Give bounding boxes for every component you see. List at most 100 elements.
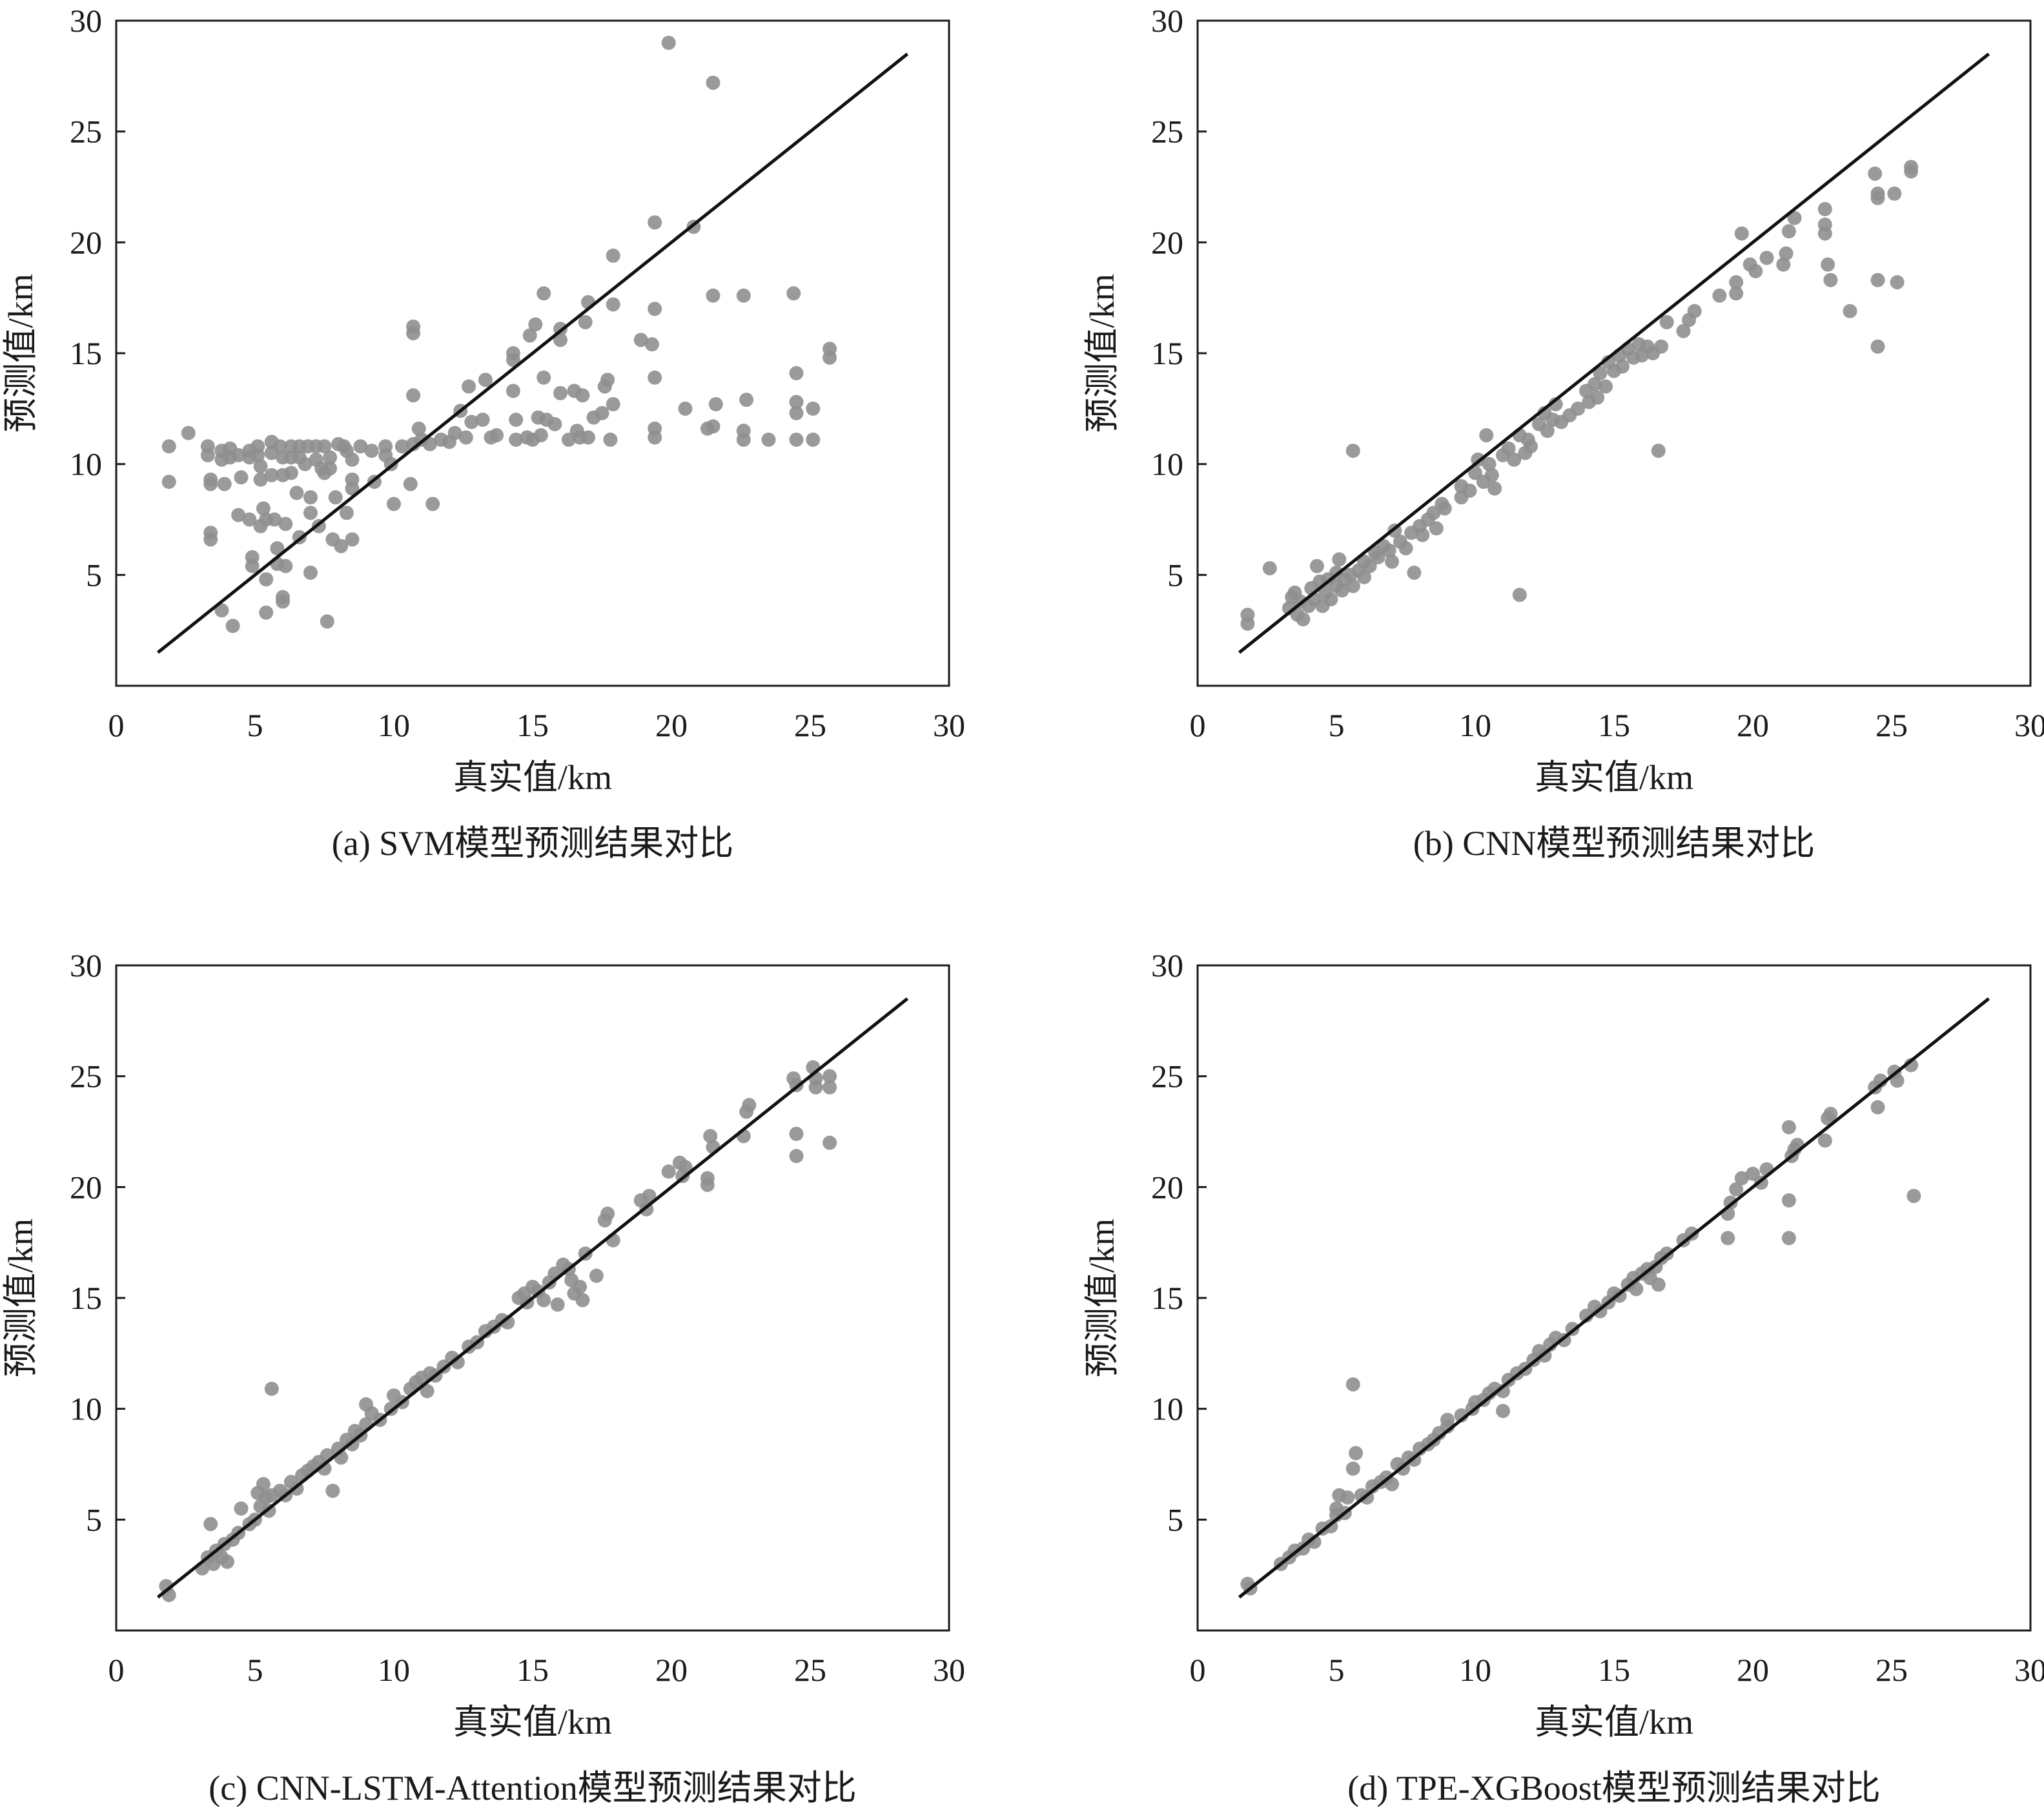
scatter-point: [1524, 439, 1538, 454]
x-axis-title: 真实值/km: [453, 1703, 612, 1742]
scatter-point: [1676, 324, 1691, 338]
scatter-point: [203, 532, 218, 547]
scatter-point: [475, 413, 490, 427]
scatter-point: [648, 215, 662, 230]
scatter-point: [1654, 339, 1669, 354]
scatter-point: [303, 565, 318, 580]
y-tick-label: 25: [70, 114, 102, 150]
scatter-point: [245, 559, 260, 573]
y-tick-label: 25: [70, 1058, 102, 1095]
scatter-point: [345, 532, 360, 547]
scatter-point: [642, 1189, 657, 1204]
scatter-point: [339, 506, 354, 520]
scatter-point: [267, 512, 282, 527]
x-tick-label: 10: [1459, 707, 1491, 743]
scatter-point: [823, 1069, 837, 1084]
x-tick-label: 0: [108, 707, 125, 743]
scatter-point: [161, 439, 176, 454]
scatter-point: [1642, 1271, 1657, 1286]
scatter-point: [1426, 506, 1441, 520]
scatter-point: [1590, 390, 1605, 405]
scatter-point: [283, 466, 298, 480]
scatter-point: [1868, 166, 1883, 181]
x-tick-label: 10: [1459, 1652, 1491, 1688]
scatter-point: [1781, 1231, 1796, 1246]
scatter-point: [1659, 314, 1674, 329]
x-tick-label: 30: [933, 707, 965, 743]
scatter-point: [1345, 579, 1360, 593]
scatter-point: [1615, 359, 1630, 374]
scatter-point: [575, 1293, 590, 1308]
scatter-point: [573, 1279, 588, 1294]
scatter-point: [253, 472, 268, 487]
scatter-point: [1385, 554, 1399, 569]
y-tick-label: 30: [70, 947, 102, 983]
scatter-point: [1296, 612, 1311, 626]
scatter-point: [606, 396, 620, 411]
scatter-point: [786, 286, 801, 301]
scatter-point: [1787, 211, 1802, 225]
scatter-point: [600, 373, 615, 387]
scatter-point: [823, 1080, 837, 1095]
scatter-point: [1721, 1231, 1735, 1246]
scatter-point: [1540, 424, 1555, 438]
scatter-point: [1437, 501, 1452, 516]
scatter-point: [364, 444, 379, 458]
y-tick-label: 30: [1151, 3, 1183, 39]
scatter-point: [489, 428, 504, 443]
panel-d: 5 10 15 20 25 30 0 5 10 15 20 25 30 真实值/km 预测值/km (d) T…: [1083, 947, 2044, 1807]
panel-caption: (b) CNN模型预测结果对比: [1413, 824, 1815, 863]
scatter-point: [736, 288, 751, 303]
scatter-point: [478, 373, 493, 387]
scatter-point: [578, 314, 593, 329]
reference-line: [1238, 997, 1990, 1599]
scatter-point: [1429, 521, 1444, 536]
scatter-point: [462, 379, 476, 394]
x-tick-label: 10: [378, 1652, 410, 1688]
scatter-point: [1651, 444, 1666, 458]
scatter-point: [1571, 401, 1586, 416]
scatter-points: [161, 36, 837, 633]
scatter-point: [447, 426, 462, 440]
y-tick-label: 15: [1151, 1280, 1183, 1316]
y-tick-label: 5: [86, 1501, 102, 1537]
y-tick-label: 30: [1151, 947, 1183, 983]
scatter-point: [317, 439, 332, 454]
y-axis-title: 预测值/km: [1083, 1219, 1121, 1377]
scatter-point: [264, 1381, 279, 1396]
scatter-point: [1734, 1171, 1749, 1186]
scatter-point: [1501, 441, 1516, 456]
scatter-point: [1507, 452, 1522, 467]
y-tick-label: 5: [1167, 1501, 1183, 1537]
scatter-point: [1746, 1166, 1760, 1181]
scatter-point: [789, 365, 804, 380]
scatter-point: [1479, 428, 1494, 443]
x-axis-title: 真实值/km: [453, 758, 612, 797]
scatter-point: [231, 447, 246, 462]
scatter-point: [706, 419, 721, 434]
y-tick-label: 20: [1151, 224, 1183, 260]
scatter-point: [1345, 1461, 1360, 1476]
scatter-point: [259, 572, 274, 587]
scatter-point: [242, 512, 257, 527]
x-tick-label: 30: [933, 1652, 965, 1688]
scatter-point: [1599, 379, 1613, 394]
scatter-point: [1512, 588, 1527, 602]
x-tick-label: 25: [1875, 1652, 1908, 1688]
scatter-point: [789, 1149, 804, 1164]
scatter-point: [1593, 365, 1608, 380]
scatter-point: [422, 437, 437, 451]
scatter-point: [1371, 550, 1385, 564]
scatter-point: [1734, 226, 1749, 241]
x-tick-label: 5: [247, 1652, 263, 1688]
scatter-point: [1349, 1446, 1364, 1461]
scatter-point: [1587, 377, 1602, 392]
x-tick-label: 20: [655, 1652, 688, 1688]
scatter-point: [1323, 592, 1338, 607]
y-tick-label: 10: [1151, 446, 1183, 482]
scatter-point: [298, 457, 312, 471]
scatter-point: [234, 470, 249, 485]
y-tick-label: 15: [70, 335, 102, 371]
x-tick-label: 25: [1875, 707, 1908, 743]
scatter-point: [1890, 1073, 1905, 1088]
